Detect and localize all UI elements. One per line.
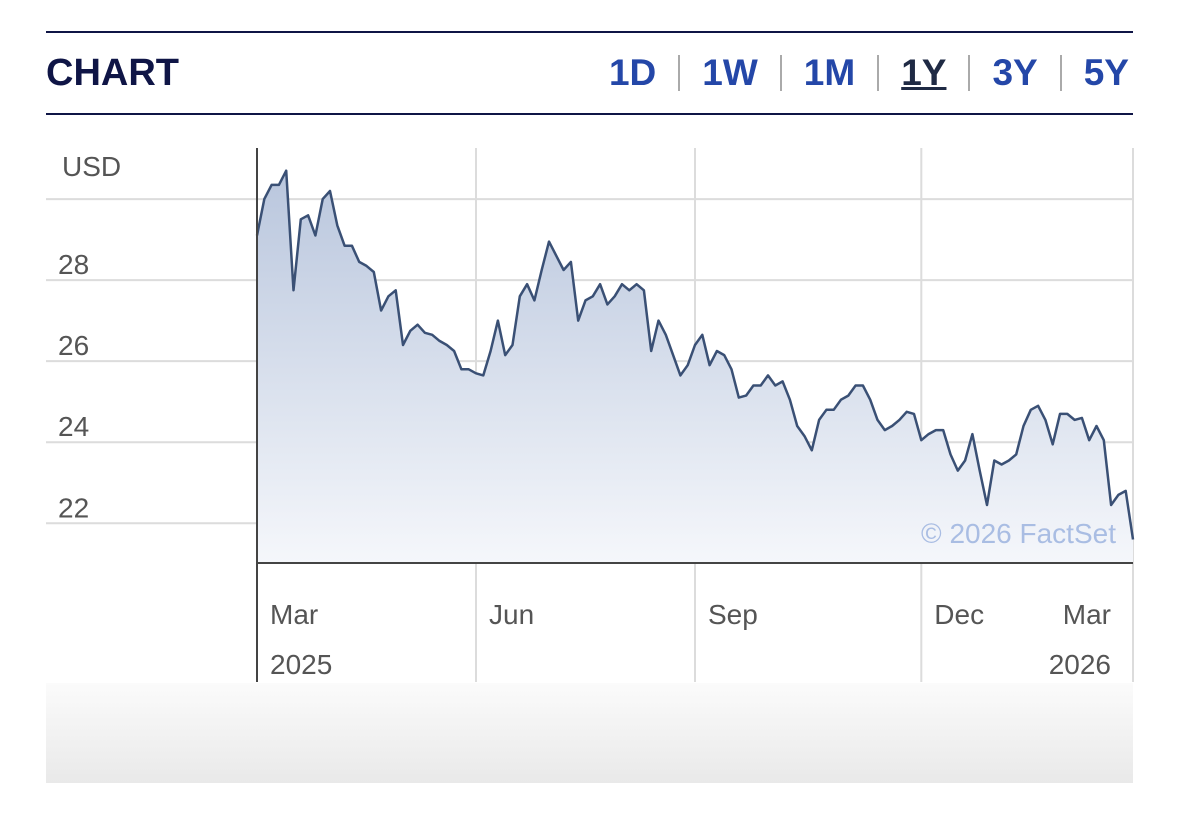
x-tick-sublabel: 2026 — [1049, 649, 1111, 680]
title: CHART — [46, 51, 179, 94]
range-tab[interactable]: 5Y — [1059, 54, 1133, 91]
price-line — [255, 169, 1135, 540]
y-tick-label: 26 — [58, 330, 89, 361]
range-tab[interactable]: 3Y — [968, 54, 1059, 91]
range-tab[interactable]: 1Y — [877, 54, 968, 91]
range-tab[interactable]: 1W — [678, 54, 780, 91]
area — [257, 170, 1133, 563]
watermark: © 2026 FactSet — [921, 518, 1116, 549]
x-tick-label: Dec — [934, 599, 984, 630]
range-tab[interactable]: 1M — [779, 54, 877, 91]
y-tick-label: 24 — [58, 411, 89, 442]
range-tab[interactable]: 1D — [608, 52, 657, 93]
footer-band — [46, 683, 1133, 783]
x-tick-label: Mar — [1063, 599, 1111, 630]
range-tabs: 1D 1W 1M 1Y 3Y 5Y — [587, 52, 1133, 93]
x-tick-label: Jun — [489, 599, 534, 630]
y-tick-label: 28 — [58, 249, 89, 280]
x-tick-sublabel: 2025 — [270, 649, 332, 680]
y-tick-label: 22 — [58, 492, 89, 523]
y-axis-label: USD — [62, 151, 121, 182]
header: CHART 1D 1W 1M 1Y 3Y 5Y — [46, 31, 1133, 115]
x-tick-label: Sep — [708, 599, 758, 630]
x-tick-label: Mar — [270, 599, 318, 630]
